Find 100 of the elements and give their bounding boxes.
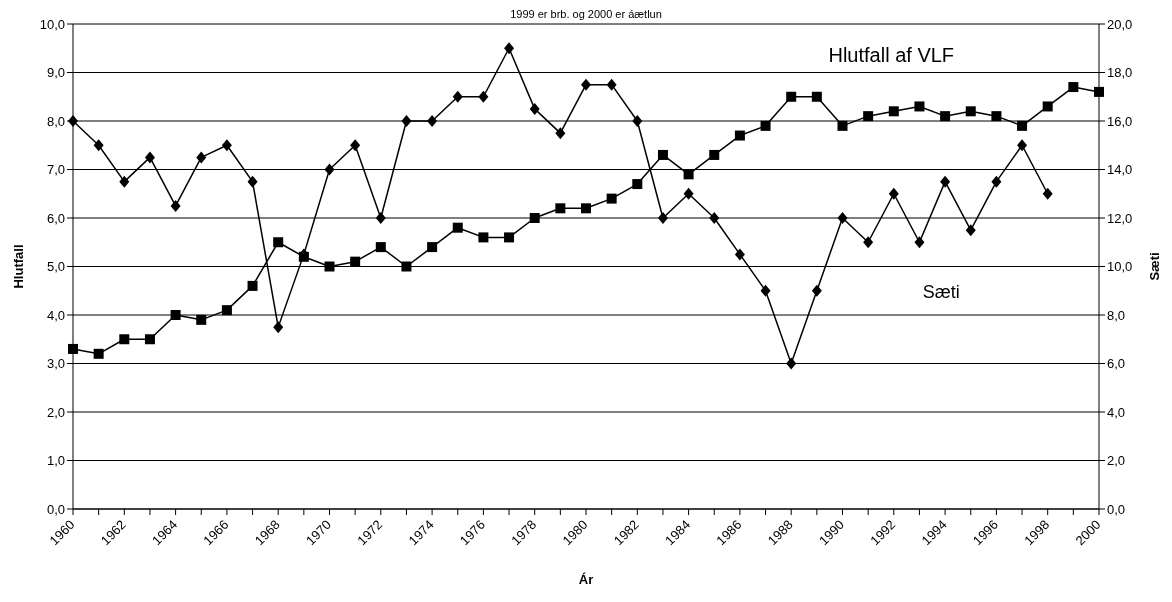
point — [478, 90, 489, 103]
point — [657, 212, 668, 224]
point — [504, 232, 515, 243]
point — [504, 42, 515, 55]
point — [427, 115, 438, 127]
point — [1017, 120, 1028, 131]
point — [683, 187, 694, 200]
point — [965, 224, 976, 237]
point — [837, 212, 848, 224]
y-tick-label: 5,0 — [46, 259, 65, 275]
point — [888, 106, 899, 117]
point — [452, 222, 463, 233]
point — [606, 193, 617, 204]
point — [811, 284, 822, 297]
point — [760, 284, 771, 297]
point — [786, 91, 797, 102]
point — [529, 102, 540, 115]
point — [529, 213, 540, 223]
point — [273, 237, 284, 248]
y2-tick-label: 2,0 — [1107, 453, 1126, 469]
point — [1042, 187, 1053, 200]
point — [581, 203, 591, 214]
point — [196, 314, 207, 325]
point — [760, 120, 771, 131]
point — [478, 232, 489, 243]
y-tick-label: 7,0 — [46, 162, 65, 178]
point — [452, 90, 463, 103]
point — [914, 236, 925, 249]
y2-tick-label: 14,0 — [1107, 162, 1133, 178]
point — [581, 78, 591, 91]
point — [811, 91, 822, 102]
point — [93, 348, 104, 359]
y-tick-label: 0,0 — [46, 501, 65, 517]
point — [401, 115, 412, 127]
point — [221, 139, 232, 152]
point — [247, 175, 258, 188]
y-tick-label: 6,0 — [46, 210, 65, 226]
point — [375, 212, 386, 224]
point — [221, 305, 232, 316]
point — [888, 187, 899, 200]
point — [247, 280, 258, 291]
y-tick-label: 8,0 — [46, 113, 65, 129]
point — [144, 334, 155, 345]
point — [68, 343, 78, 354]
y2-tick-label: 4,0 — [1107, 404, 1126, 420]
point — [350, 139, 361, 152]
point — [144, 151, 155, 164]
point — [350, 256, 361, 267]
point — [196, 151, 207, 164]
point — [991, 111, 1002, 122]
y2-axis-title: Sæti — [1146, 252, 1162, 281]
point — [427, 242, 438, 253]
point — [606, 78, 617, 91]
point — [734, 248, 745, 261]
point — [965, 106, 976, 117]
y-tick-label: 9,0 — [46, 65, 65, 81]
point — [786, 357, 797, 370]
chart-subtitle: 1999 er brb. og 2000 er áætlun — [510, 8, 662, 20]
point — [93, 139, 104, 152]
y2-tick-label: 10,0 — [1107, 259, 1133, 275]
point — [863, 111, 874, 122]
point — [940, 111, 951, 122]
point — [375, 242, 386, 253]
y-tick-label: 4,0 — [46, 307, 65, 323]
point — [940, 175, 951, 188]
point — [914, 101, 925, 112]
y-tick-label: 1,0 — [46, 453, 65, 469]
x-axis-title: Ár — [578, 572, 594, 587]
series-label: Hlutfall af VLF — [827, 44, 956, 68]
point — [273, 321, 284, 334]
y-tick-label: 10,0 — [39, 16, 65, 32]
point — [657, 149, 668, 160]
point — [632, 115, 643, 127]
point — [1042, 101, 1053, 112]
y2-tick-label: 18,0 — [1107, 65, 1133, 81]
series-label: Sæti — [921, 282, 961, 304]
point — [1017, 139, 1028, 152]
point — [401, 261, 412, 272]
y2-tick-label: 0,0 — [1107, 501, 1126, 517]
y2-tick-label: 16,0 — [1107, 113, 1133, 129]
point — [119, 334, 130, 345]
point — [683, 169, 694, 180]
point — [170, 199, 181, 212]
point — [863, 236, 874, 249]
y-tick-label: 2,0 — [46, 404, 65, 420]
point — [837, 120, 848, 131]
point — [1094, 86, 1104, 97]
point — [555, 203, 566, 214]
y-tick-label: 3,0 — [46, 356, 65, 372]
point — [709, 149, 720, 160]
point — [170, 310, 181, 320]
point — [734, 130, 745, 141]
y2-tick-label: 20,0 — [1107, 16, 1133, 32]
point — [632, 179, 643, 190]
point — [991, 175, 1002, 188]
point — [324, 261, 335, 272]
point — [709, 212, 720, 224]
point — [119, 175, 130, 188]
y2-tick-label: 12,0 — [1107, 210, 1133, 226]
point — [555, 127, 566, 140]
